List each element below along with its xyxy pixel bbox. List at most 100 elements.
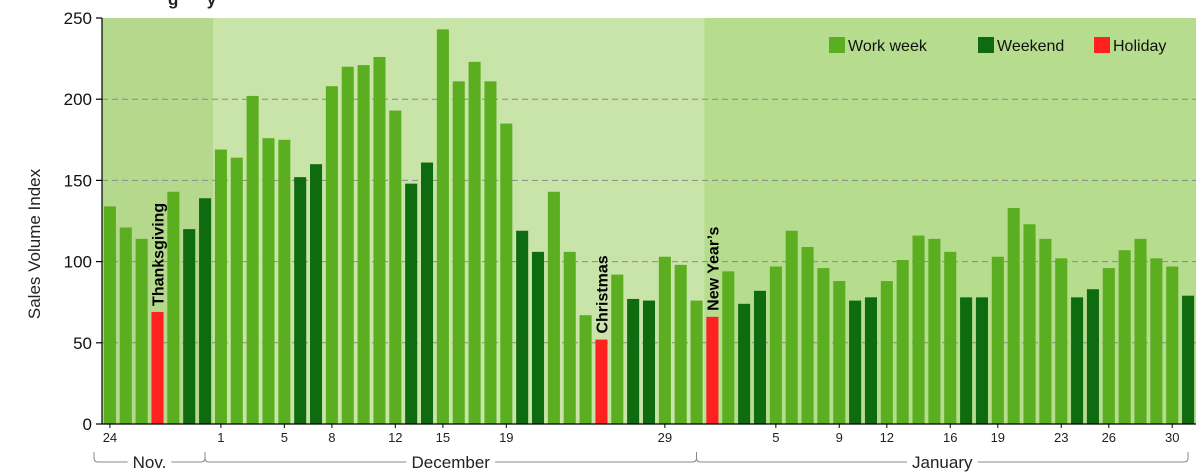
- bar-work-week: [579, 315, 592, 424]
- x-tick-label: 12: [880, 430, 894, 445]
- bar-work-week: [389, 110, 402, 425]
- bar-weekend: [849, 300, 862, 424]
- bar-work-week: [436, 29, 449, 424]
- period-bracket-end: [1183, 452, 1189, 463]
- bar-work-week: [801, 246, 814, 424]
- period-labels: Nov. December January: [93, 452, 1189, 472]
- period-bracket-end: [204, 452, 210, 463]
- bar-work-week: [452, 81, 465, 424]
- bar-work-week: [674, 264, 687, 424]
- bar-work-week: [769, 266, 782, 424]
- legend-label: Holiday: [1113, 38, 1166, 55]
- legend-label: Work week: [848, 38, 928, 55]
- x-tick-label: 8: [328, 430, 335, 445]
- bar-weekend: [294, 177, 307, 424]
- bar-work-week: [928, 238, 941, 424]
- y-tick-label: 0: [83, 415, 92, 434]
- bar-work-week: [833, 281, 846, 424]
- period-bracket-end: [93, 452, 99, 463]
- bar-work-week: [1150, 258, 1163, 424]
- bar-work-week: [547, 191, 560, 424]
- bar-work-week: [1118, 250, 1131, 424]
- y-tick-label: 200: [64, 90, 92, 109]
- bar-holiday: [595, 339, 608, 424]
- bar-weekend: [627, 298, 640, 424]
- bar-work-week: [1102, 268, 1115, 424]
- holiday-annotations: Thanksgiving Christmas New Year’s: [150, 203, 722, 334]
- x-tick-label: 5: [281, 430, 288, 445]
- period-bracket-end: [200, 452, 206, 463]
- bar-work-week: [119, 227, 132, 424]
- bar-work-week: [880, 281, 893, 424]
- annotation-label: New Year’s: [705, 227, 722, 311]
- bar-work-week: [325, 86, 338, 424]
- x-tick-label: 30: [1165, 430, 1179, 445]
- bar-work-week: [135, 238, 148, 424]
- bar-work-week: [103, 206, 116, 424]
- legend-swatch: [829, 37, 845, 53]
- period-bracket-end: [695, 452, 701, 463]
- bar-work-week: [262, 138, 275, 424]
- bar-work-week: [944, 251, 957, 424]
- bar-work-week: [690, 300, 703, 424]
- bar-work-week: [563, 251, 576, 424]
- x-tick-label: 1: [217, 430, 224, 445]
- bar-work-week: [214, 149, 227, 424]
- bar-weekend: [1086, 289, 1099, 424]
- bar-work-week: [484, 81, 497, 424]
- bar-weekend: [199, 198, 212, 424]
- legend-label: Weekend: [997, 38, 1064, 55]
- bar-work-week: [658, 256, 671, 424]
- x-tick-label: 12: [388, 430, 402, 445]
- bar-work-week: [611, 274, 624, 424]
- bar-weekend: [516, 230, 529, 424]
- x-tick-label: 24: [103, 430, 117, 445]
- bar-weekend: [1071, 297, 1084, 424]
- bar-work-week: [167, 191, 180, 424]
- bar-work-week: [341, 66, 354, 424]
- bar-work-week: [1134, 238, 1147, 424]
- chart-title: g y: [168, 0, 217, 9]
- x-tick-label: 29: [658, 430, 672, 445]
- bar-weekend: [753, 290, 767, 424]
- bar-work-week: [1023, 224, 1036, 424]
- bar-holiday: [706, 316, 719, 424]
- bar-weekend: [864, 297, 877, 424]
- bar-weekend: [310, 164, 323, 424]
- y-tick-label: 50: [73, 334, 92, 353]
- bar-weekend: [531, 251, 545, 424]
- x-tick-label: 19: [499, 430, 513, 445]
- legend-swatch: [978, 37, 994, 53]
- bar-work-week: [230, 157, 243, 424]
- bar-work-week: [278, 139, 291, 425]
- annotation-label: Thanksgiving: [150, 203, 167, 306]
- bar-work-week: [1039, 238, 1052, 424]
- bar-work-week: [373, 56, 386, 424]
- period-label: December: [412, 453, 491, 472]
- legend: Work week Weekend Holiday: [829, 37, 1166, 55]
- bar-weekend: [421, 162, 434, 424]
- x-tick-label: 9: [836, 430, 843, 445]
- y-tick-label: 100: [64, 253, 92, 272]
- bar-weekend: [960, 297, 973, 424]
- y-tick-label: 250: [64, 9, 92, 28]
- x-tick-label: 23: [1054, 430, 1068, 445]
- x-tick-label: 26: [1102, 430, 1116, 445]
- bar-weekend: [975, 297, 988, 424]
- x-tick-label: 16: [943, 430, 957, 445]
- bar-work-week: [1166, 266, 1179, 424]
- bar-weekend: [1182, 295, 1195, 424]
- bar-weekend: [183, 229, 196, 424]
- bar-work-week: [1055, 258, 1068, 424]
- period-label: Nov.: [133, 453, 167, 472]
- bar-work-week: [357, 65, 370, 424]
- x-tick-label: 5: [772, 430, 779, 445]
- x-tick-label: 15: [436, 430, 450, 445]
- bar-work-week: [912, 235, 925, 424]
- y-tick-label: 150: [64, 171, 92, 190]
- period-bracket-end: [692, 452, 697, 463]
- legend-swatch: [1094, 37, 1110, 53]
- period-label: January: [912, 453, 973, 472]
